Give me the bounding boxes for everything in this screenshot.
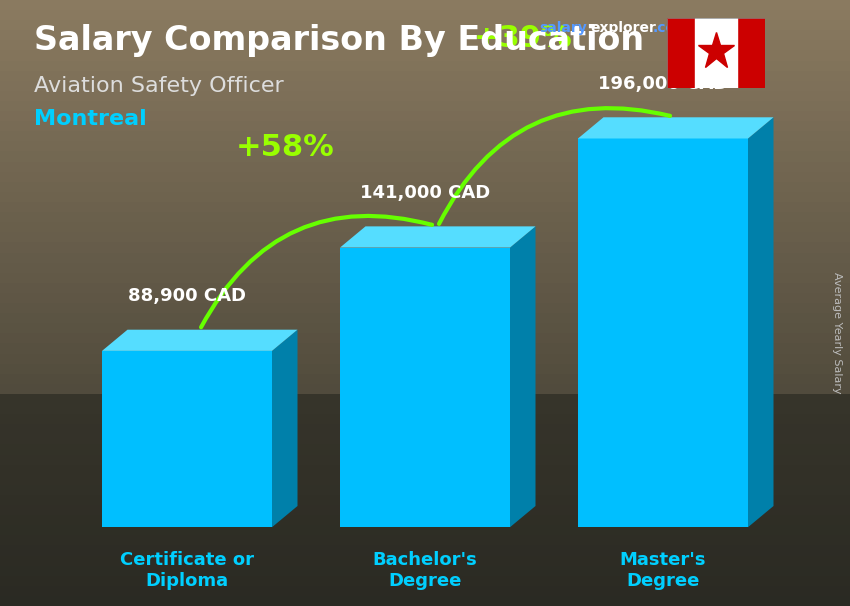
Bar bbox=[0, 525, 850, 535]
Text: 196,000 CAD: 196,000 CAD bbox=[598, 75, 728, 93]
Bar bbox=[0, 444, 850, 454]
Text: .com: .com bbox=[653, 21, 690, 35]
Bar bbox=[0, 283, 850, 293]
Bar bbox=[0, 333, 850, 344]
Bar bbox=[0, 232, 850, 242]
Bar bbox=[0, 374, 850, 384]
Bar bbox=[0, 454, 850, 465]
FancyArrowPatch shape bbox=[439, 108, 670, 224]
Bar bbox=[0, 465, 850, 474]
Text: 141,000 CAD: 141,000 CAD bbox=[360, 184, 490, 202]
Bar bbox=[0, 394, 850, 606]
Bar bbox=[0, 293, 850, 303]
Bar bbox=[0, 20, 850, 30]
Bar bbox=[0, 344, 850, 353]
Bar bbox=[0, 162, 850, 171]
Bar bbox=[0, 323, 850, 333]
Bar bbox=[0, 10, 850, 20]
Bar bbox=[0, 152, 850, 162]
Bar bbox=[0, 121, 850, 132]
Bar bbox=[0, 41, 850, 50]
Bar bbox=[0, 414, 850, 424]
Bar bbox=[0, 111, 850, 121]
Polygon shape bbox=[578, 118, 774, 139]
Text: Average Yearly Salary: Average Yearly Salary bbox=[832, 273, 842, 394]
Bar bbox=[0, 576, 850, 586]
Bar bbox=[737, 18, 765, 88]
Polygon shape bbox=[272, 330, 298, 527]
Bar bbox=[0, 596, 850, 606]
Bar bbox=[0, 424, 850, 435]
Bar bbox=[695, 18, 737, 88]
Text: Salary Comparison By Education: Salary Comparison By Education bbox=[34, 24, 644, 57]
Bar bbox=[0, 81, 850, 91]
Bar bbox=[0, 192, 850, 202]
Polygon shape bbox=[578, 139, 748, 527]
Text: +39%: +39% bbox=[473, 24, 572, 53]
Bar bbox=[0, 435, 850, 444]
Bar bbox=[0, 171, 850, 182]
Bar bbox=[0, 50, 850, 61]
Polygon shape bbox=[102, 330, 298, 351]
Text: +58%: +58% bbox=[235, 133, 334, 162]
Text: Master's
Degree: Master's Degree bbox=[620, 551, 706, 590]
Bar bbox=[0, 242, 850, 253]
Polygon shape bbox=[340, 227, 536, 248]
Bar bbox=[0, 212, 850, 222]
Bar bbox=[0, 364, 850, 374]
Text: Bachelor's
Degree: Bachelor's Degree bbox=[372, 551, 478, 590]
Bar bbox=[0, 253, 850, 262]
Bar bbox=[0, 222, 850, 232]
Bar bbox=[0, 303, 850, 313]
Text: 88,900 CAD: 88,900 CAD bbox=[128, 287, 246, 305]
Bar bbox=[0, 30, 850, 41]
Bar bbox=[0, 515, 850, 525]
Bar bbox=[0, 586, 850, 596]
Text: Certificate or
Diploma: Certificate or Diploma bbox=[120, 551, 254, 590]
Bar bbox=[0, 474, 850, 485]
Text: salary: salary bbox=[540, 21, 587, 35]
Bar bbox=[0, 384, 850, 394]
Bar bbox=[0, 353, 850, 364]
Bar bbox=[0, 545, 850, 556]
Bar bbox=[0, 71, 850, 81]
Bar bbox=[667, 18, 695, 88]
Bar bbox=[0, 132, 850, 141]
Polygon shape bbox=[748, 118, 774, 527]
Bar bbox=[0, 404, 850, 414]
Bar bbox=[0, 394, 850, 404]
Bar bbox=[0, 141, 850, 152]
FancyArrowPatch shape bbox=[201, 216, 432, 327]
Bar bbox=[0, 273, 850, 283]
Polygon shape bbox=[340, 248, 510, 527]
Bar bbox=[0, 91, 850, 101]
Bar bbox=[0, 313, 850, 323]
Bar bbox=[0, 485, 850, 495]
Polygon shape bbox=[102, 351, 272, 527]
Polygon shape bbox=[510, 227, 536, 527]
Bar bbox=[0, 495, 850, 505]
Bar bbox=[0, 61, 850, 71]
Bar bbox=[0, 182, 850, 192]
Bar bbox=[0, 202, 850, 212]
Bar bbox=[0, 101, 850, 111]
Text: Aviation Safety Officer: Aviation Safety Officer bbox=[34, 76, 284, 96]
Bar bbox=[0, 0, 850, 10]
Bar bbox=[0, 565, 850, 576]
Bar bbox=[0, 556, 850, 565]
Bar bbox=[0, 262, 850, 273]
Bar bbox=[0, 535, 850, 545]
Bar bbox=[0, 505, 850, 515]
Text: explorer: explorer bbox=[591, 21, 656, 35]
Text: Montreal: Montreal bbox=[34, 109, 147, 129]
